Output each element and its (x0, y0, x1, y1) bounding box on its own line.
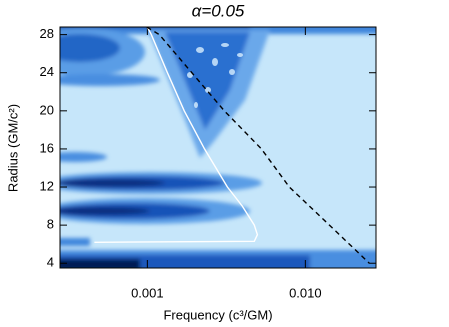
y-tick-label: 24 (40, 64, 54, 79)
series-line (146, 27, 370, 264)
y-tick-label: 16 (40, 140, 54, 155)
x-axis-label: Frequency (c³/GM) (163, 307, 272, 322)
x-tick-label: 0.001 (131, 285, 164, 300)
plot-frame (59, 26, 377, 269)
series-line (146, 27, 370, 264)
chart-title: α=0.05 (192, 1, 245, 20)
y-axis-label: Radius (GM/c²) (5, 104, 20, 192)
x-tick-label: 0.010 (289, 285, 322, 300)
y-tick-label: 12 (40, 178, 54, 193)
y-tick-label: 20 (40, 102, 54, 117)
series-line (94, 27, 259, 243)
series-line (94, 27, 259, 243)
y-tick-label: 8 (47, 217, 54, 232)
contour-map (60, 27, 376, 268)
y-tick-label: 4 (47, 255, 54, 270)
y-tick-label: 28 (40, 26, 54, 41)
